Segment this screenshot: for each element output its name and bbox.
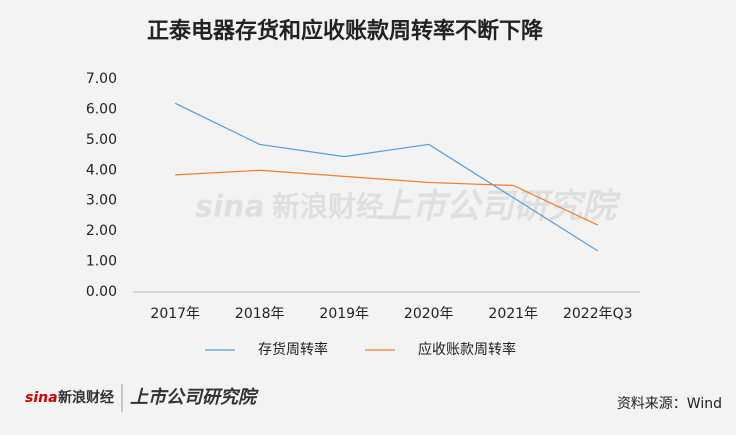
y-tick-label: 1.00: [86, 254, 117, 270]
x-tick-label: 2020年: [404, 306, 454, 322]
x-tick-label: 2019年: [319, 306, 369, 322]
chart-title: 正泰电器存货和应收账款周转率不断下降: [147, 18, 544, 44]
watermark: 上市公司研究院: [378, 187, 622, 227]
y-tick-label: 5.00: [86, 132, 117, 148]
y-tick-label: 6.00: [86, 101, 117, 117]
x-tick-label: 2022年Q3: [563, 306, 633, 322]
watermark: sina: [195, 190, 265, 225]
logo: 上市公司研究院: [130, 387, 259, 408]
x-tick-label: 2018年: [235, 306, 285, 322]
legend-label: 应收账款周转率: [418, 341, 516, 358]
y-tick-label: 3.00: [86, 193, 117, 209]
x-tick-label: 2021年: [488, 306, 538, 322]
y-tick-label: 2.00: [86, 223, 117, 239]
x-tick-label: 2017年: [150, 306, 200, 322]
y-tick-label: 0.00: [86, 284, 117, 300]
y-tick-label: 4.00: [86, 162, 117, 178]
source: 资料来源：Wind: [617, 396, 722, 412]
y-tick-label: 7.00: [86, 71, 117, 87]
legend-label: 存货周转率: [258, 341, 328, 358]
logo: sina: [25, 390, 58, 406]
series-line: [175, 169, 599, 226]
watermark: 新浪财经: [272, 190, 384, 223]
logo: 新浪财经: [58, 389, 114, 406]
series-line: [174, 102, 599, 252]
